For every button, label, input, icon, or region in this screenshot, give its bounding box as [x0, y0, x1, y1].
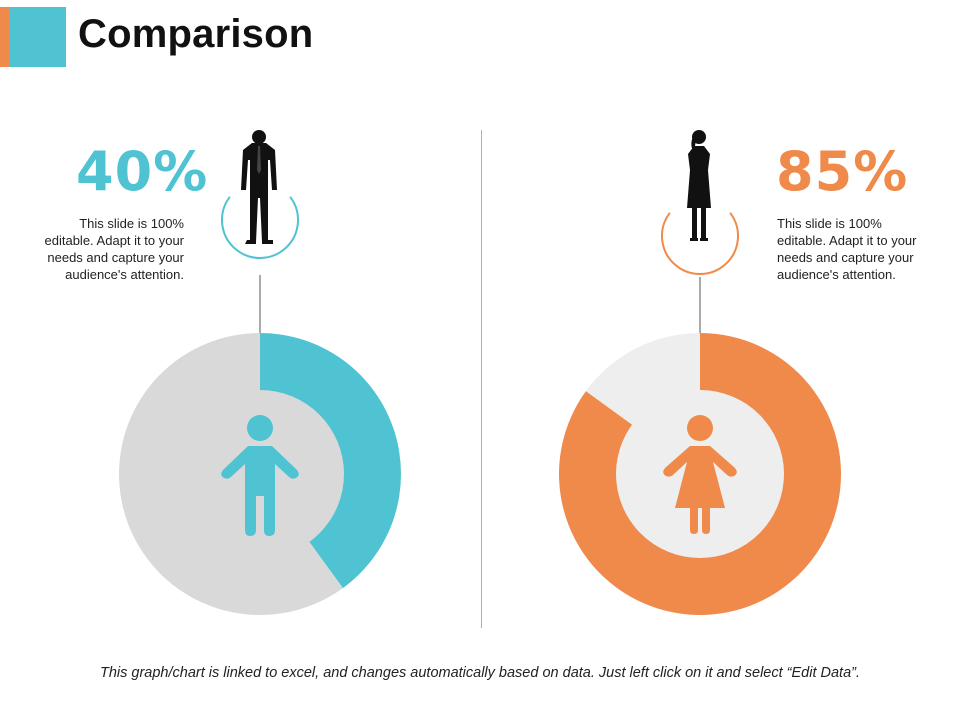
male-person-icon: [221, 415, 299, 536]
title-accent-teal: [10, 7, 66, 67]
businessman-silhouette-icon: [241, 130, 277, 244]
right-percentage: 85%: [776, 140, 909, 203]
female-person-icon: [663, 415, 737, 534]
right-description: This slide is 100% editable. Adapt it to…: [777, 216, 917, 282]
center-divider: [481, 130, 482, 628]
right-figure-ring: [661, 212, 739, 275]
businesswoman-silhouette-icon: [687, 130, 711, 241]
title-accent-orange: [0, 7, 10, 67]
footer-note: This graph/chart is linked to excel, and…: [99, 665, 861, 681]
left-percentage: 40%: [76, 140, 209, 203]
page-title: Comparison: [78, 12, 314, 56]
left-figure-ring: [221, 196, 299, 259]
left-description: This slide is 100% editable. Adapt it to…: [44, 216, 184, 282]
